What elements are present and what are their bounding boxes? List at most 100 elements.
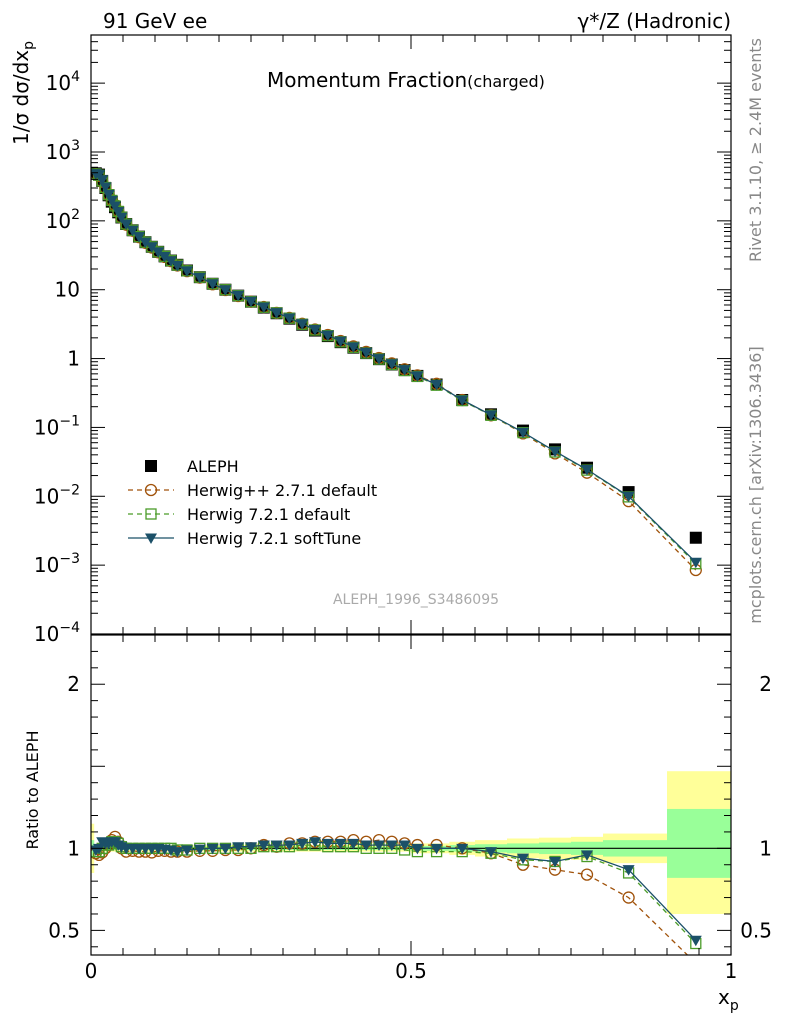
herwig7-softtune-ratio-point-29 [321,838,334,850]
herwig7-softtune-point-41 [549,446,561,458]
y-tick-exponent: 3 [71,138,80,154]
analysis-id: ALEPH_1996_S3486095 [333,592,499,608]
herwig7-softtune-point-22 [232,290,245,302]
herwig7-softtune-point-2 [96,175,109,186]
y-tick-base: 10 [46,209,71,233]
y-axis-label-bottom: Ratio to ALEPH [23,731,42,850]
chart-title-suffix: (charged) [467,72,545,91]
herwig7-softtune-point-15 [158,251,171,263]
herwig7-softtune-point-25 [270,308,283,319]
y-tick-exponent: −2 [59,482,80,498]
herwig7-softtune-point-13 [145,242,158,253]
herwig7-softtune-ratio-point-41 [549,856,561,868]
herwig7-softtune-ratio-point-25 [270,840,283,852]
herwig7-softtune-ratio-point-38 [456,843,469,855]
legend-label-1: Herwig++ 2.7.1 default [187,481,377,500]
ratio-label-right-0: 0.5 [740,918,772,942]
y-tick-label-1: 10−3 [34,551,80,577]
herwig7-softtune-ratio-point-35 [398,840,411,852]
herwig7-softtune-ratio-point-42 [581,850,593,861]
header-right: γ*/Z (Hadronic) [578,9,731,33]
herwig7-softtune-ratio-point-39 [485,847,497,858]
herwig7-softtune-ratio-point-19 [193,844,206,856]
herwig7-softtune-ratio-point-27 [296,838,309,850]
y-tick-base: 10 [46,140,71,164]
herwig7-softtune-point-24 [257,302,270,314]
herwig7-softtune-ratio-point-24 [257,840,270,852]
y-tick-label-0: 10−4 [34,620,80,646]
herwigpp-ratio-point-42 [580,868,594,881]
herwig7-softtune-point-23 [245,296,257,308]
legend-herwigpp-marker [144,483,158,497]
herwig7-softtune-ratio-point-36 [411,843,424,855]
herwig7-softtune-point-40 [517,427,529,439]
herwig7-softtune-point-32 [360,347,373,359]
herwig7-softtune-ratio-point-33 [373,840,385,852]
herwig7-softtune-ratio-point-28 [309,837,321,848]
herwig7-softtune-point-43 [622,491,635,503]
herwig7-softtune-point-44 [689,557,702,569]
legend-label-0: ALEPH [187,457,239,476]
herwig7-softtune-point-33 [373,354,385,365]
y-axis-label-top: 1/σ dσ/dxp [9,41,37,145]
herwig7-softtune-ratio-point-31 [347,838,360,850]
mcplots-label: mcplots.cern.ch [arXiv:1306.3436] [746,346,765,623]
herwig7-softtune-ratio-point-22 [232,842,245,853]
herwig7-softtune-point-29 [321,330,334,342]
y-tick-base: 10 [34,622,59,646]
herwig7-softtune-point-6 [109,201,121,213]
herwig7-softtune-point-8 [115,212,128,224]
herwig7-softtune-point-17 [171,260,184,272]
herwig7-softtune-point-39 [485,410,497,421]
herwig7-softtune-point-11 [133,232,145,243]
herwig7-softtune-point-20 [206,279,219,290]
herwig7-softtune-ratio-point-44 [689,935,702,947]
y-tick-label-6: 102 [46,207,80,233]
x-tick-label-1: 0.5 [395,959,427,983]
herwig7-softtune-point-10 [126,225,139,237]
chart-title: Momentum Fraction(charged) [267,68,545,92]
legend-herwig7-default-marker [145,508,157,520]
herwig7-softtune-point-37 [430,380,443,391]
herwig7-softtune-point-28 [309,325,321,336]
y-tick-label-8: 104 [46,69,80,95]
herwig7-softtune-point-7 [112,207,125,218]
ratio-label-left-2: 2 [67,672,80,696]
herwig7-softtune-ratio-point-18 [181,845,193,856]
rivet-label: Rivet 3.1.10, ≥ 2.4M events [746,38,765,262]
herwig7-softtune-ratio-point-23 [245,842,257,853]
herwig7-softtune-point-12 [139,237,152,249]
herwig7-softtune-point-4 [102,189,115,201]
ratio-label-right-2: 2 [759,672,772,696]
herwigpp-ratio-point-43 [622,891,635,904]
x-label-sub: p [730,998,739,1014]
y-tick-base: 10 [34,553,59,577]
legend-herwig7-softtune-marker [145,533,157,544]
y-tick-label-4: 1 [67,347,80,371]
y-tick-base: 10 [46,71,71,95]
y-label-sub: p [21,41,37,50]
herwig7-softtune-point-35 [398,365,411,376]
band-inner-10 [667,808,731,878]
y-tick-exponent: −3 [59,551,80,567]
herwigpp-ratio-point-44 [690,958,701,969]
herwig7-softtune-point-14 [152,247,165,258]
ratio-label-left-1: 1 [67,836,80,860]
y-tick-exponent: 2 [71,207,80,223]
legend-label-2: Herwig 7.2.1 default [187,505,350,524]
herwig7-softtune-ratio-point-30 [334,838,347,850]
x-tick-label-2: 1 [725,959,738,983]
bottom-panel-frame [90,634,732,956]
herwig7-softtune-point-31 [347,342,360,353]
y-tick-exponent: −4 [59,620,80,636]
herwig7-softtune-ratio-point-37 [430,843,443,855]
x-tick-label-0: 0 [85,959,98,983]
herwig7-softtune-point-16 [165,256,177,267]
herwig7-softtune-point-19 [193,272,206,284]
herwig7-softtune-ratio-point-21 [219,843,232,855]
y-tick-label-5: 10 [55,278,80,302]
ratio-label-left-0: 0.5 [48,918,80,942]
chart-title-main: Momentum Fraction [267,68,467,92]
herwig7-softtune-ratio-point-20 [206,843,219,855]
